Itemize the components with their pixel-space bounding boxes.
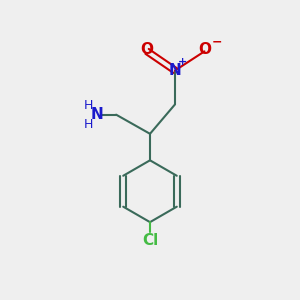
Text: N: N (91, 107, 103, 122)
Text: Cl: Cl (142, 233, 158, 248)
Text: O: O (198, 42, 211, 57)
Text: H: H (84, 118, 93, 131)
Text: +: + (178, 57, 187, 67)
Text: −: − (212, 35, 222, 48)
Text: O: O (141, 42, 154, 57)
Text: H: H (84, 99, 93, 112)
Text: N: N (169, 63, 182, 78)
